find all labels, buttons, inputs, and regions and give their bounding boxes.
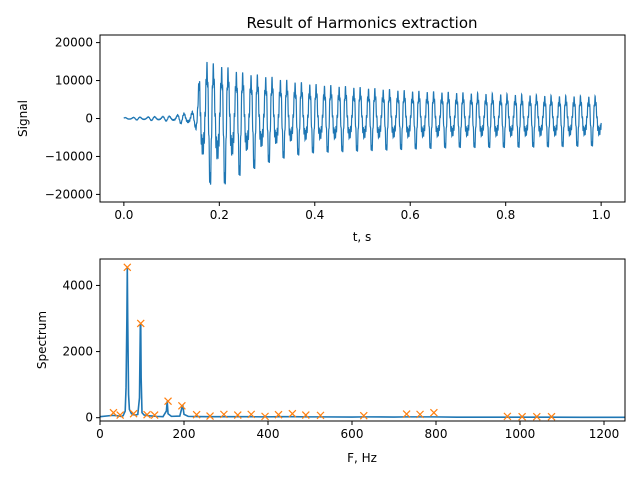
harmonic-peak-marker: [416, 410, 424, 419]
harmonic-peak-marker: [274, 410, 283, 419]
signal-x-axis-label: t, s: [353, 230, 372, 244]
harmonic-peak-marker: [123, 263, 132, 272]
harmonic-peak-marker: [532, 412, 541, 421]
harmonic-peak-marker: [136, 319, 145, 328]
harmonic-peak-marker: [402, 410, 411, 418]
harmonic-peak-marker: [233, 411, 242, 419]
signal-y-tick-label: −20000: [45, 187, 93, 201]
signal-tick-group: 0.0 0.2 0.4 0.6 0.8 1.0 −20000 −10000 0 10000 2000…: [45, 36, 611, 222]
signal-axes: Result of Harmonics extraction 0.0 0.2 0.4…: [16, 14, 626, 244]
harmonic-peak-marker: [129, 409, 138, 418]
spectrum-axes-frame: [99, 258, 626, 422]
signal-y-tick-label: 10000: [55, 74, 93, 88]
signal-x-tick-label: 1.0: [592, 208, 611, 222]
harmonic-peak-marker: [143, 410, 151, 419]
signal-x-tick-label: 0.6: [401, 208, 420, 222]
harmonic-peak-marker: [219, 410, 228, 419]
harmonic-peak-marker: [164, 397, 172, 406]
harmonic-peak-marker: [150, 411, 159, 419]
signal-axes-frame: [99, 34, 626, 203]
harmonic-peak-marker: [316, 411, 325, 420]
spectrum-x-axis-label: F, Hz: [347, 451, 377, 465]
harmonic-peak-marker: [518, 412, 527, 421]
spectrum-y-tick-label: 0: [85, 411, 93, 425]
spectrum-y-tick-label: 4000: [62, 278, 93, 292]
signal-y-tick-label: 20000: [55, 36, 93, 50]
harmonic-peak-marker: [116, 411, 125, 419]
spectrum-x-tick-label: 800: [425, 427, 448, 441]
harmonic-peak-marker: [109, 408, 118, 417]
spectrum-x-tick-label: 1000: [505, 427, 536, 441]
harmonic-peak-marker: [503, 412, 512, 421]
harmonic-peak-marker: [288, 409, 297, 418]
spectrum-x-tick-label: 400: [257, 427, 280, 441]
harmonic-peak-marker: [206, 412, 214, 420]
signal-x-tick-label: 0.0: [114, 208, 133, 222]
spectrum-y-tick-label: 2000: [62, 345, 93, 359]
signal-x-tick-label: 0.4: [305, 208, 324, 222]
signal-chart-title: Result of Harmonics extraction: [246, 14, 477, 32]
signal-series-line: [123, 61, 602, 185]
spectrum-x-tick-label: 0: [96, 427, 104, 441]
signal-x-tick-label: 0.8: [496, 208, 515, 222]
harmonic-peak-marker: [261, 412, 269, 421]
harmonic-peak-marker: [177, 401, 186, 410]
spectrum-x-tick-label: 600: [341, 427, 364, 441]
signal-y-tick-label: 0: [85, 112, 93, 126]
harmonic-peak-marker: [192, 410, 201, 419]
spectrum-x-tick-label: 1200: [589, 427, 620, 441]
spectrum-y-axis-label: Spectrum: [35, 311, 49, 369]
signal-y-axis-label: Signal: [16, 100, 30, 137]
spectrum-plot-area: [99, 263, 625, 421]
harmonic-peak-marker: [547, 412, 556, 421]
spectrum-series-line: [99, 267, 625, 419]
harmonic-peak-marker: [301, 411, 310, 419]
spectrum-tick-group: 0 200 400 600 800 1000 1200 0 2000 4000: [62, 278, 619, 441]
harmonic-peak-marker: [429, 408, 438, 417]
signal-plot-area: [123, 61, 602, 185]
spectrum-axes: 0 200 400 600 800 1000 1200 0 2000 4000 F, Hz Spe…: [35, 258, 626, 465]
spectrum-x-tick-label: 200: [173, 427, 196, 441]
signal-y-tick-label: −10000: [45, 149, 93, 163]
harmonic-peak-marker: [359, 411, 368, 420]
harmonic-peak-marker: [247, 410, 256, 419]
signal-x-tick-label: 0.2: [210, 208, 229, 222]
